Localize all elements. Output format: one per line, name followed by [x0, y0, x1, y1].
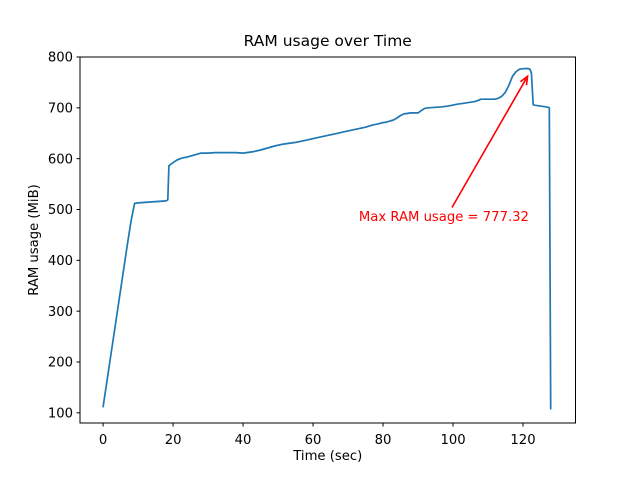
x-tick-label: 0 [99, 433, 107, 448]
y-tick-label: 300 [48, 305, 73, 320]
y-tick-label: 600 [48, 152, 73, 167]
y-tick-label: 500 [48, 203, 73, 218]
ram-usage-line [102, 67, 552, 410]
x-tick-label: 80 [375, 433, 392, 448]
y-tick-label: 100 [48, 407, 73, 422]
max-ram-annotation-arrow [451, 74, 529, 208]
series-line [102, 67, 552, 410]
y-tick-label: 700 [48, 102, 73, 117]
y-axis-label: RAM usage (MiB) [27, 184, 42, 296]
x-axis-ticks: 0 20 40 60 80 100 120 [99, 423, 536, 448]
x-tick-label: 60 [305, 433, 322, 448]
arrow-head [519, 74, 529, 86]
y-tick-label: 400 [48, 254, 73, 269]
y-tick-label: 800 [48, 51, 73, 66]
x-axis-label: Time (sec) [292, 449, 362, 464]
max-ram-annotation-text: Max RAM usage = 777.32 [359, 210, 529, 225]
y-axis-ticks: 100 200 300 400 500 600 700 800 [48, 51, 80, 422]
x-tick-label: 20 [165, 433, 182, 448]
x-tick-label: 100 [440, 433, 465, 448]
x-tick-label: 40 [235, 433, 252, 448]
y-tick-label: 200 [48, 356, 73, 371]
arrow-shaft [451, 75, 529, 208]
chart-title: RAM usage over Time [244, 32, 412, 50]
plot-frame [79, 56, 576, 424]
x-tick-label: 120 [510, 433, 535, 448]
